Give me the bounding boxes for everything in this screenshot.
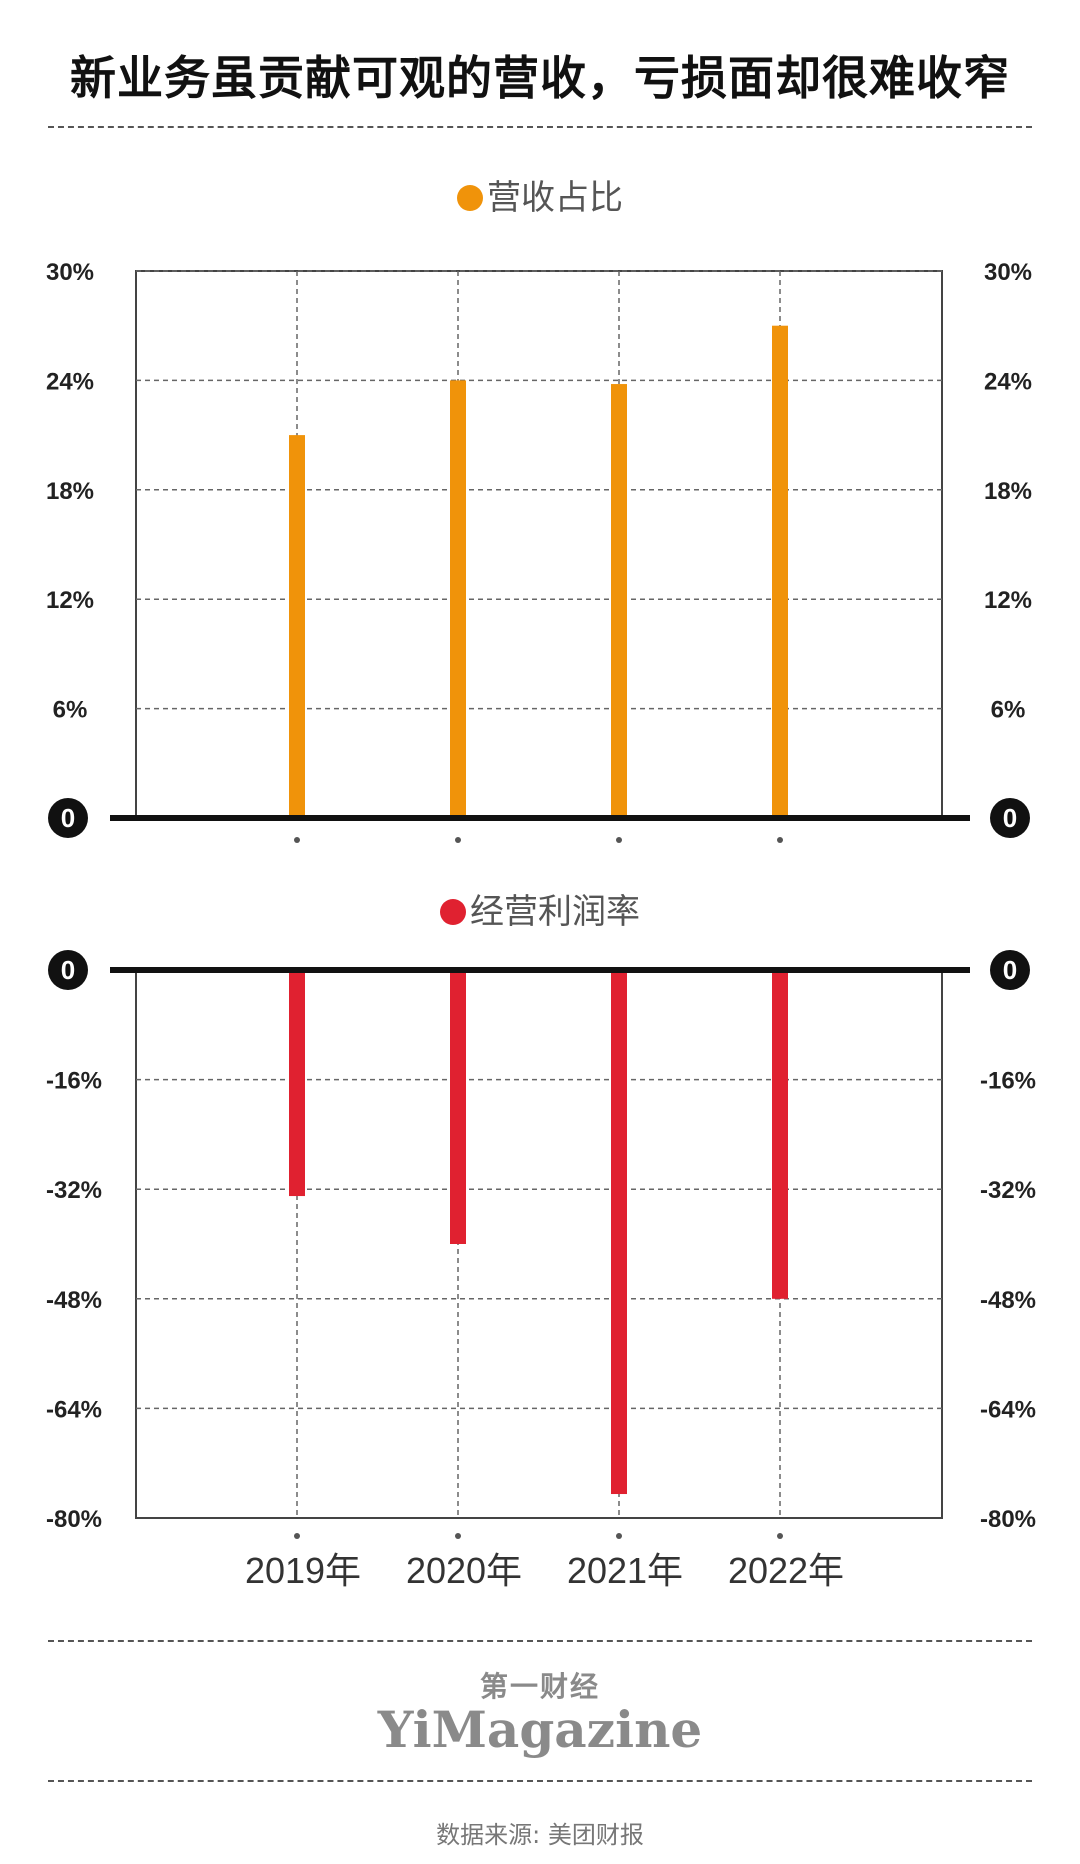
x-category-label-1: 2020年 (406, 1550, 522, 1591)
bottom-ytick-left: -32% (46, 1177, 102, 1204)
revenue-bar-2021年 (611, 384, 627, 818)
bottom-zero-label-left-badge (48, 950, 88, 990)
top-zero-label-left: 0 (61, 803, 75, 833)
x-category-label-0: 2019年 (245, 1550, 361, 1591)
top-ytick-right: 12% (984, 587, 1032, 614)
legend-revenue: 营收占比 (0, 170, 1080, 219)
bottom-ytick-right: -48% (980, 1287, 1036, 1314)
margin-bar-2020年 (450, 970, 466, 1244)
bottom-category-tick (294, 1533, 300, 1539)
top-category-tick (455, 837, 461, 843)
bottom-ytick-left: -16% (46, 1068, 102, 1095)
legend-margin: 经营利润率 (0, 884, 1080, 933)
top-ytick-right: 18% (984, 478, 1032, 505)
top-plot-frame (135, 270, 943, 819)
bottom-ytick-right: -80% (980, 1506, 1036, 1533)
top-ytick-right: 6% (991, 697, 1026, 724)
x-category-label-2: 2021年 (567, 1550, 683, 1591)
bottom-ytick-left: -80% (46, 1506, 102, 1533)
data-source: 数据来源: 美团财报 (436, 1821, 644, 1849)
brand-divider-bottom (48, 1780, 1032, 1782)
bottom-ytick-right: -32% (980, 1177, 1036, 1204)
top-ytick-right: 30% (984, 259, 1032, 286)
bottom-zero-label-right: 0 (1003, 955, 1017, 985)
revenue-bar-2020年 (450, 380, 466, 818)
brand-name-cn: 第一财经 (479, 1670, 600, 1703)
margin-bar-2021年 (611, 970, 627, 1495)
top-zero-label-right-badge (990, 798, 1030, 838)
bottom-plot-frame (135, 969, 943, 1519)
bottom-category-tick (777, 1533, 783, 1539)
bottom-ytick-left: -64% (46, 1396, 102, 1423)
legend-dot-margin (440, 899, 466, 925)
top-category-tick (294, 837, 300, 843)
margin-bar-2019年 (289, 970, 305, 1197)
x-category-label-3: 2022年 (728, 1550, 844, 1591)
bottom-ytick-left: -48% (46, 1287, 102, 1314)
top-ytick-left: 24% (46, 368, 94, 395)
bottom-zero-label-left: 0 (61, 955, 75, 985)
title-divider (48, 126, 1032, 128)
top-ytick-left: 30% (46, 259, 94, 286)
top-category-tick (777, 837, 783, 843)
brand-logo: YiMagazine (377, 1700, 703, 1759)
bottom-category-tick (616, 1533, 622, 1539)
revenue-bar-2022年 (772, 325, 788, 818)
chart-title: 新业务虽贡献可观的营收，亏损面却很难收窄 (70, 51, 1010, 105)
legend-label-margin: 经营利润率 (470, 892, 640, 932)
top-zero-label-left-badge (48, 798, 88, 838)
top-ytick-left: 6% (53, 697, 88, 724)
legend-label-revenue: 营收占比 (487, 178, 623, 218)
revenue-bar-2019年 (289, 435, 305, 818)
legend-dot-revenue (457, 185, 483, 211)
top-ytick-right: 24% (984, 368, 1032, 395)
margin-bar-2022年 (772, 970, 788, 1299)
top-zero-label-right: 0 (1003, 803, 1017, 833)
top-ytick-left: 18% (46, 478, 94, 505)
bottom-category-tick (455, 1533, 461, 1539)
bottom-zero-label-right-badge (990, 950, 1030, 990)
bottom-ytick-right: -16% (980, 1068, 1036, 1095)
top-category-tick (616, 837, 622, 843)
bottom-ytick-right: -64% (980, 1396, 1036, 1423)
top-ytick-left: 12% (46, 587, 94, 614)
brand-divider-top (48, 1640, 1032, 1642)
